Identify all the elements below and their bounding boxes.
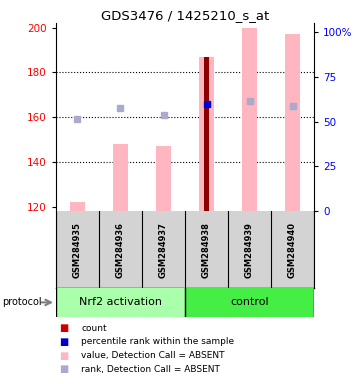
Text: ■: ■ <box>60 364 69 374</box>
Text: percentile rank within the sample: percentile rank within the sample <box>81 338 234 346</box>
Bar <box>204 57 209 211</box>
Text: count: count <box>81 324 107 333</box>
Text: protocol: protocol <box>2 297 42 308</box>
Bar <box>242 28 257 211</box>
Text: Nrf2 activation: Nrf2 activation <box>79 297 162 308</box>
Bar <box>285 34 300 211</box>
Bar <box>113 144 128 211</box>
Title: GDS3476 / 1425210_s_at: GDS3476 / 1425210_s_at <box>101 9 269 22</box>
Bar <box>156 146 171 211</box>
Text: GSM284936: GSM284936 <box>116 222 125 278</box>
Text: ■: ■ <box>60 323 69 333</box>
Bar <box>185 288 314 317</box>
Text: control: control <box>230 297 269 308</box>
Bar <box>70 202 85 211</box>
Text: ■: ■ <box>60 337 69 347</box>
Bar <box>199 57 214 211</box>
Text: GSM284939: GSM284939 <box>245 222 254 278</box>
Text: value, Detection Call = ABSENT: value, Detection Call = ABSENT <box>81 351 225 360</box>
Text: GSM284940: GSM284940 <box>288 222 297 278</box>
Text: GSM284938: GSM284938 <box>202 222 211 278</box>
Text: ■: ■ <box>60 351 69 361</box>
Text: GSM284937: GSM284937 <box>159 222 168 278</box>
Text: rank, Detection Call = ABSENT: rank, Detection Call = ABSENT <box>81 365 220 374</box>
Bar <box>56 288 185 317</box>
Text: GSM284935: GSM284935 <box>73 222 82 278</box>
